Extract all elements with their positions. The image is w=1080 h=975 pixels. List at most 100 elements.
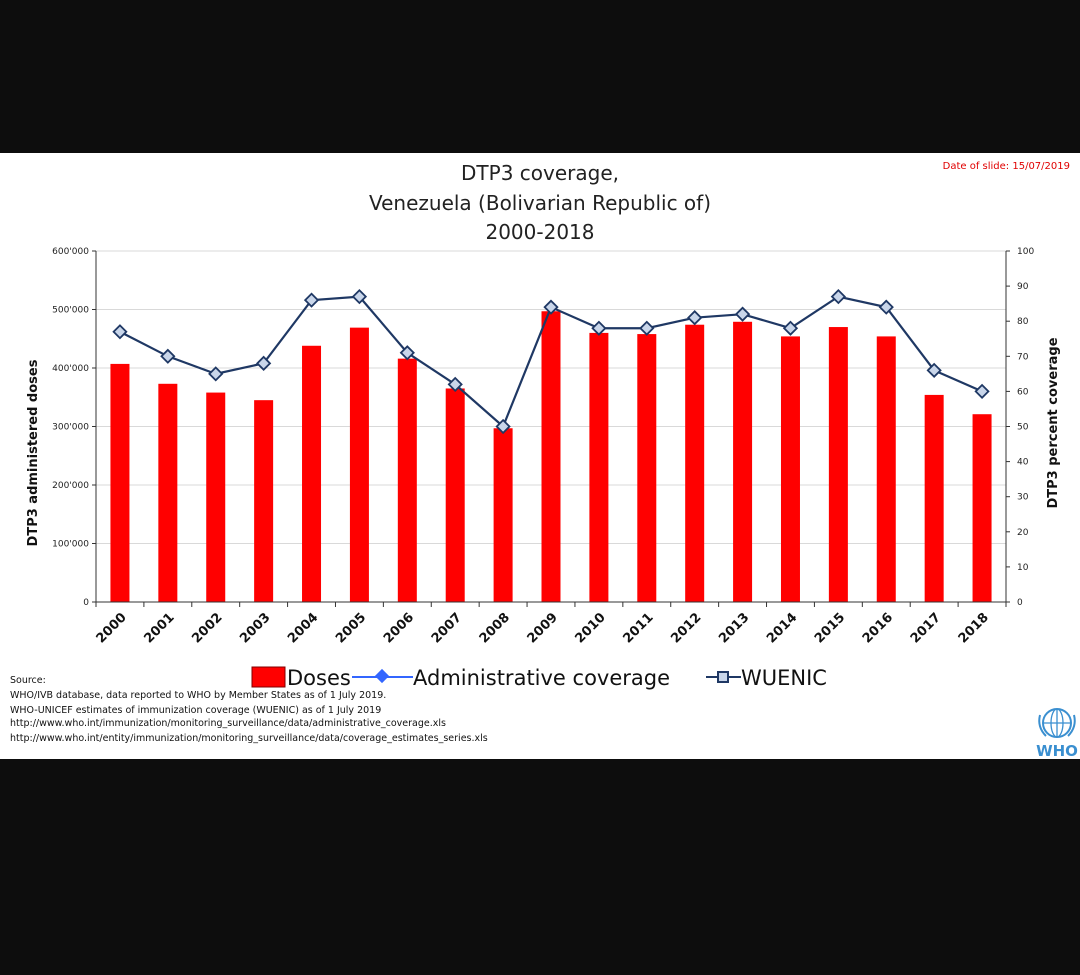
y-tick-label-left: 0 (83, 598, 89, 608)
y-tick-label-right: 10 (1017, 563, 1029, 573)
bars (110, 311, 992, 602)
x-tick-label-2006: 2006 (381, 610, 417, 646)
x-tick-label-2015: 2015 (812, 610, 848, 646)
y-axis-right-title: DTP3 percent coverage (1046, 337, 1061, 508)
wuenic-point-2000 (112, 324, 128, 340)
slide: Date of slide: 15/07/2019 DTP3 coverage,… (0, 153, 1080, 759)
source-notes: Source: WHO/IVB database, data reported … (10, 675, 488, 744)
x-tick-label-2013: 2013 (716, 610, 752, 646)
bar-2010 (589, 332, 609, 602)
x-tick-label-2001: 2001 (141, 610, 177, 646)
wuenic-point-2016 (878, 299, 894, 315)
y-tick-label-right: 20 (1017, 528, 1029, 538)
wuenic-point-2009 (543, 299, 559, 315)
wuenic-point-2002 (208, 366, 224, 382)
left-axis-ticks: 0 100'000 200'000 300'000 400'000 500'000 600'… (52, 247, 96, 608)
bar-2004 (302, 345, 322, 602)
y-tick-label-right: 30 (1017, 493, 1029, 503)
x-tick-label-2003: 2003 (237, 610, 273, 646)
x-tick-label-2007: 2007 (429, 610, 465, 646)
legend-admin-label: Administrative coverage (413, 666, 670, 690)
bar-2007 (445, 388, 465, 602)
source-line-2: WHO/IVB database, data reported to WHO b… (10, 690, 386, 701)
who-emblem-icon (1038, 708, 1076, 738)
bar-2002 (206, 392, 226, 602)
y-tick-label-left: 100'000 (52, 540, 89, 550)
bar-2006 (397, 358, 417, 602)
bar-2014 (780, 336, 800, 602)
y-tick-label-right: 40 (1017, 458, 1029, 468)
bar-2011 (637, 334, 657, 602)
wuenic-point-2017 (926, 362, 942, 378)
bar-2003 (254, 400, 274, 602)
x-tick-label-2004: 2004 (285, 610, 321, 646)
y-axis-left-title: DTP3 administered doses (26, 359, 41, 546)
x-tick-label-2018: 2018 (956, 610, 992, 646)
wuenic-point-2011 (639, 320, 655, 336)
y-tick-label-left: 200'000 (52, 481, 89, 491)
y-tick-label-right: 60 (1017, 387, 1029, 397)
y-tick-label-left: 400'000 (52, 364, 89, 374)
x-tick-label-2017: 2017 (908, 610, 944, 646)
x-tick-label-2002: 2002 (189, 610, 225, 646)
x-tick-label-2011: 2011 (620, 610, 656, 646)
wuenic-point-2014 (782, 320, 799, 336)
y-tick-label-left: 300'000 (52, 423, 89, 433)
wuenic-point-2008 (495, 418, 511, 435)
legend-doses-label: Doses (287, 666, 351, 690)
bar-2013 (733, 321, 753, 602)
x-tick-label-2014: 2014 (764, 610, 800, 646)
bar-2001 (158, 383, 178, 602)
source-line-3: WHO-UNICEF estimates of immunization cov… (10, 705, 381, 716)
wuenic-point-2010 (591, 320, 607, 336)
right-axis-ticks: 0 10 20 30 40 50 60 70 80 90 100 (1006, 247, 1034, 608)
wuenic-point-2013 (734, 306, 751, 322)
y-tick-label-left: 600'000 (52, 247, 89, 257)
wuenic-point-2015 (830, 288, 847, 305)
chart: Date of slide: 15/07/2019 DTP3 coverage,… (10, 161, 1078, 759)
x-tick-label-2010: 2010 (573, 610, 609, 646)
category-labels: 2000 2001 2002 2003 2004 2005 2006 2007 2008 2009… (94, 610, 992, 646)
x-tick-label-2012: 2012 (668, 610, 704, 646)
chart-title-line-2: Venezuela (Bolivarian Republic of) (369, 191, 711, 215)
x-tick-label-2000: 2000 (94, 610, 130, 646)
bar-2017 (924, 394, 944, 602)
who-logo-text: WHO (1036, 742, 1078, 759)
bar-2012 (685, 324, 705, 602)
bar-2005 (349, 327, 369, 602)
chart-title-line-3: 2000-2018 (485, 220, 594, 244)
wuenic-point-2001 (160, 348, 176, 364)
y-tick-label-right: 70 (1017, 352, 1029, 362)
source-line-1: Source: (10, 675, 46, 686)
wuenic-point-2012 (687, 310, 703, 326)
x-tick-label-2009: 2009 (525, 610, 561, 646)
legend-doses-swatch (251, 666, 286, 688)
wuenic-point-2005 (351, 288, 368, 305)
legend-wuenic-label: WUENIC (741, 666, 827, 690)
bar-2000 (110, 363, 130, 602)
y-tick-label-right: 100 (1017, 247, 1034, 257)
wuenic-point-2007 (447, 376, 463, 393)
source-line-5: http://www.who.int/entity/immunization/m… (10, 733, 488, 744)
legend: Doses Administrative coverage WUENIC (251, 666, 827, 690)
y-tick-label-right: 50 (1017, 423, 1029, 433)
y-tick-label-right: 0 (1017, 598, 1023, 608)
y-tick-label-right: 80 (1017, 317, 1029, 327)
x-tick-label-2005: 2005 (333, 610, 369, 646)
y-tick-label-left: 500'000 (52, 306, 89, 316)
who-logo: WHO (1036, 708, 1078, 759)
source-line-4: http://www.who.int/immunization/monitori… (10, 718, 446, 729)
wuenic-point-2006 (399, 345, 415, 361)
wuenic-point-2003 (255, 355, 272, 371)
chart-title-line-1: DTP3 coverage, (461, 161, 619, 185)
bar-2018 (972, 414, 992, 602)
bar-2008 (493, 428, 513, 602)
bar-2009 (541, 311, 561, 602)
date-of-slide: Date of slide: 15/07/2019 (943, 161, 1070, 172)
wuenic-point-2018 (974, 383, 990, 400)
wuenic-point-2004 (303, 292, 320, 308)
x-tick-label-2016: 2016 (860, 610, 896, 646)
legend-wuenic-marker (717, 671, 729, 683)
bar-2016 (876, 336, 896, 602)
y-tick-label-right: 90 (1017, 282, 1029, 292)
